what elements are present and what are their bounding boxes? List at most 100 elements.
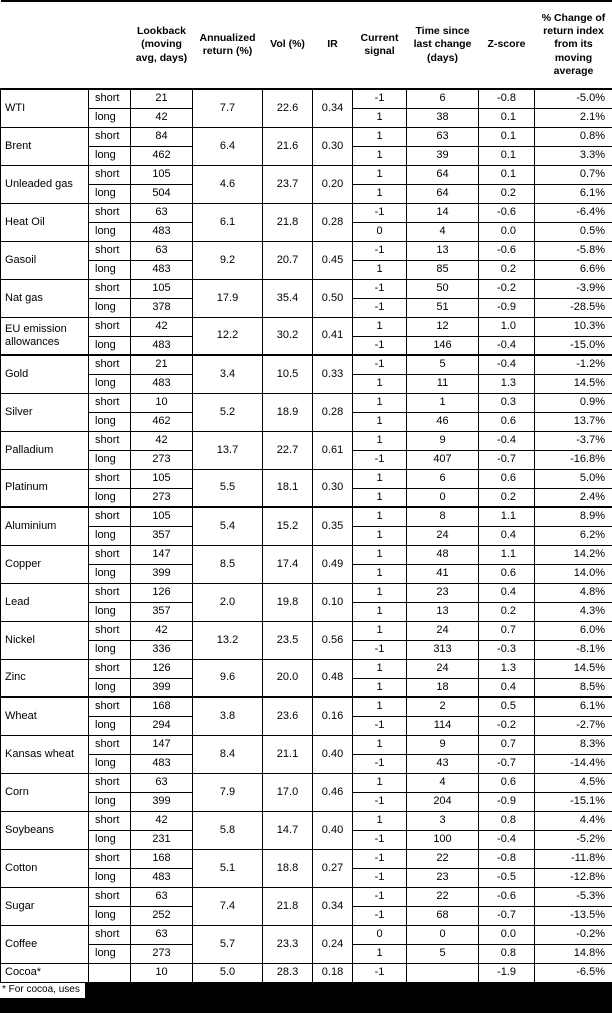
time-since-change-value: 5: [406, 354, 479, 375]
column-header-signal: Current signal: [352, 0, 407, 90]
time-since-change-value: 48: [406, 544, 479, 565]
horizon-label: long: [88, 639, 131, 660]
time-since-change-value: 14: [406, 202, 479, 223]
pct-change-value: 8.3%: [534, 734, 612, 755]
z-score-value: 0.1: [478, 145, 535, 166]
ir-value: 0.20: [312, 164, 353, 204]
horizon-label: short: [88, 278, 131, 299]
time-since-change-value: 5: [406, 943, 479, 964]
momentum-signals-table: Lookback (moving avg, days) Annualized re…: [0, 0, 612, 983]
vol-value: 21.1: [262, 734, 313, 774]
current-signal-value: 1: [352, 696, 407, 717]
current-signal-value: 1: [352, 506, 407, 527]
horizon-label: short: [88, 582, 131, 603]
ir-value: 0.40: [312, 734, 353, 774]
pct-change-value: -0.2%: [534, 924, 612, 945]
commodity-name: Kansas wheat: [0, 734, 89, 774]
z-score-value: 0.0: [478, 221, 535, 242]
table-row-nickel-short: Nickel short 42 13.2 23.5 0.56 1 24 0.7 6.0%: [0, 620, 612, 660]
lookback-days-value: 483: [130, 867, 193, 888]
pct-change-value: 4.8%: [534, 582, 612, 603]
table-row-kansas-wheat-short: Kansas wheat short 147 8.4 21.1 0.40 1 9 0.7 8.3%: [0, 734, 612, 774]
table-row-brent-short: Brent short 84 6.4 21.6 0.30 1 63 0.1 0.8%: [0, 126, 612, 166]
lookback-days-value: 126: [130, 658, 193, 679]
z-score-value: 1.3: [478, 373, 535, 394]
table-row-gasoil-short: Gasoil short 63 9.2 20.7 0.45 -1 13 -0.6 -5.8%: [0, 240, 612, 280]
annualized-return-value: 8.4: [192, 734, 263, 774]
horizon-label: long: [88, 715, 131, 736]
vol-value: 20.7: [262, 240, 313, 280]
commodity-name: Gold: [0, 354, 89, 394]
pct-change-value: -15.1%: [534, 791, 612, 812]
pct-change-value: 0.7%: [534, 164, 612, 185]
annualized-return-value: 4.6: [192, 164, 263, 204]
horizon-label: long: [88, 753, 131, 774]
time-since-change-value: 313: [406, 639, 479, 660]
commodity-name: EU emission allowances: [0, 316, 89, 356]
current-signal-value: 1: [352, 810, 407, 831]
lookback-days-value: 105: [130, 468, 193, 489]
ir-value: 0.18: [312, 962, 353, 983]
z-score-value: 0.8: [478, 943, 535, 964]
vol-value: 21.6: [262, 126, 313, 166]
current-signal-value: 1: [352, 468, 407, 489]
horizon-label: long: [88, 221, 131, 242]
vol-value: 30.2: [262, 316, 313, 356]
current-signal-value: -1: [352, 335, 407, 356]
table-row-wheat-short: Wheat short 168 3.8 23.6 0.16 1 2 0.5 6.1%: [0, 696, 612, 736]
current-signal-value: -1: [352, 791, 407, 812]
table-row-eu-emission-allowances-long: long 483 -1 146 -0.4 -15.0%: [1, 335, 612, 356]
horizon-label: long: [88, 867, 131, 888]
z-score-value: 0.7: [478, 734, 535, 755]
time-since-change-value: 39: [406, 145, 479, 166]
current-signal-value: -1: [352, 354, 407, 375]
horizon-label: long: [88, 601, 131, 622]
z-score-value: -0.9: [478, 791, 535, 812]
time-since-change-value: 41: [406, 563, 479, 584]
current-signal-value: 1: [352, 392, 407, 413]
ir-value: 0.46: [312, 772, 353, 812]
vol-value: 28.3: [262, 962, 313, 983]
lookback-days-value: 399: [130, 791, 193, 812]
table-row-aluminium-short: Aluminium short 105 5.4 15.2 0.35 1 8 1.1 8.9%: [0, 506, 612, 546]
commodity-name: Unleaded gas: [0, 164, 89, 204]
time-since-change-value: 114: [406, 715, 479, 736]
annualized-return-value: 2.0: [192, 582, 263, 622]
commodity-name: Platinum: [0, 468, 89, 508]
current-signal-value: 1: [352, 563, 407, 584]
lookback-days-value: 147: [130, 734, 193, 755]
lookback-days-value: 504: [130, 183, 193, 204]
lookback-days-value: 483: [130, 753, 193, 774]
column-header-zscore: Z-score: [478, 0, 535, 90]
vol-value: 22.7: [262, 430, 313, 470]
z-score-value: -0.8: [478, 88, 535, 109]
table-row-soybeans-short: Soybeans short 42 5.8 14.7 0.40 1 3 0.8 4.4%: [0, 810, 612, 850]
pct-change-value: -13.5%: [534, 905, 612, 926]
annualized-return-value: 5.4: [192, 506, 263, 546]
table-row-palladium-long: long 273 -1 407 -0.7 -16.8%: [1, 449, 612, 470]
time-since-change-value: 24: [406, 658, 479, 679]
pct-change-value: 0.5%: [534, 221, 612, 242]
current-signal-value: 1: [352, 601, 407, 622]
z-score-value: 1.1: [478, 506, 535, 527]
z-score-value: 0.1: [478, 107, 535, 128]
vol-value: 23.5: [262, 620, 313, 660]
pct-change-value: -12.8%: [534, 867, 612, 888]
current-signal-value: -1: [352, 88, 407, 109]
time-since-change-value: 18: [406, 677, 479, 698]
z-score-value: 0.6: [478, 563, 535, 584]
time-since-change-value: 13: [406, 601, 479, 622]
time-since-change-value: 85: [406, 259, 479, 280]
horizon-label: long: [88, 145, 131, 166]
time-since-change-value: 146: [406, 335, 479, 356]
z-score-value: 0.6: [478, 772, 535, 793]
time-since-change-value: 6: [406, 88, 479, 109]
lookback-days-value: 63: [130, 772, 193, 793]
time-since-change-value: 64: [406, 164, 479, 185]
horizon-label: short: [88, 354, 131, 375]
lookback-days-value: 84: [130, 126, 193, 147]
column-header-pct_change: % Change of return index from its moving…: [534, 0, 612, 90]
table-row-nat-gas-short: Nat gas short 105 17.9 35.4 0.50 -1 50 -0.2 -3.9%: [0, 278, 612, 318]
lookback-days-value: 273: [130, 943, 193, 964]
